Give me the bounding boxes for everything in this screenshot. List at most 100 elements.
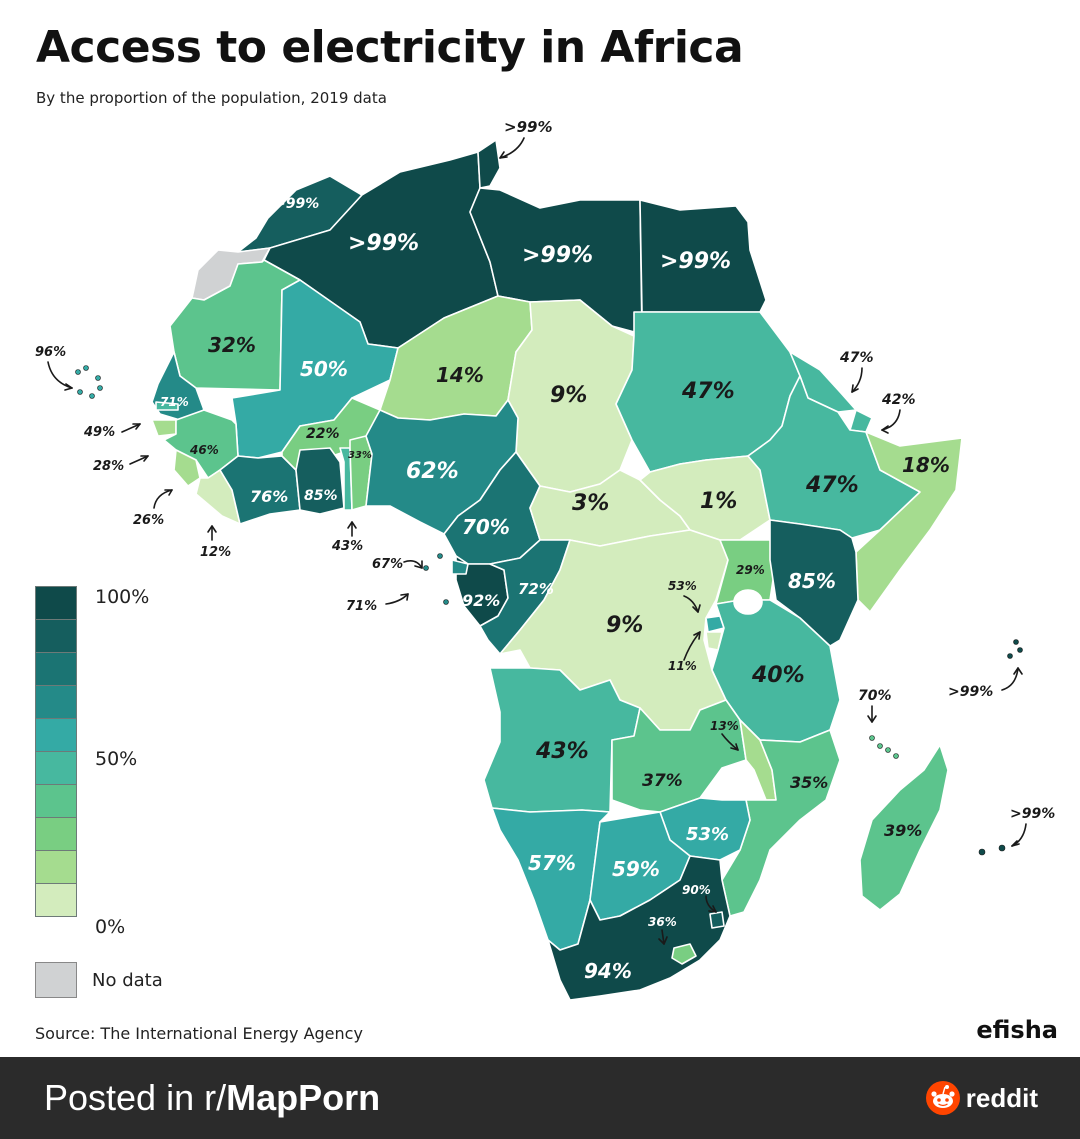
label-madagascar: 39% (884, 821, 922, 840)
label-djibouti: 42% (881, 392, 916, 408)
reddit-brand[interactable]: reddit (925, 1081, 1038, 1115)
country-zambia (611, 699, 747, 813)
legend-swatch (35, 817, 77, 851)
no-data-label: No data (92, 969, 163, 991)
label-drc: 9% (606, 613, 643, 638)
subreddit-name[interactable]: MapPorn (226, 1077, 381, 1118)
label-rwanda: 53% (668, 579, 697, 593)
label-guinea-bissau: 28% (93, 459, 124, 474)
country-eswatini (709, 911, 725, 929)
legend-label-50: 50% (95, 748, 138, 770)
label-malawi: 13% (710, 719, 739, 733)
posted-prefix: Posted in r/ (44, 1077, 227, 1118)
comoros-islands (869, 735, 899, 759)
label-mauritius: >99% (1010, 806, 1055, 822)
label-burkina-faso: 22% (306, 426, 340, 442)
label-uganda: 29% (736, 563, 765, 577)
value-labels: >99% >99% >99% >99% >99% 32% 50% 14% 9% … (35, 118, 1055, 983)
color-legend: 100% 50% 0% (35, 586, 149, 938)
label-chad: 9% (550, 383, 587, 408)
label-mozambique: 35% (790, 773, 828, 792)
cabo-verde-islands (75, 365, 103, 399)
label-burundi: 11% (668, 659, 697, 673)
label-togo: 43% (331, 539, 363, 554)
label-car: 3% (572, 491, 609, 516)
country-djibouti (849, 409, 873, 433)
label-ghana: 85% (304, 488, 338, 504)
label-lesotho: 36% (648, 915, 677, 929)
label-mali: 50% (300, 357, 348, 381)
label-congo: 72% (518, 580, 554, 598)
label-cabo-verde: 96% (35, 345, 66, 360)
label-algeria: >99% (348, 231, 419, 256)
label-senegal: 71% (160, 395, 189, 409)
legend-swatch (35, 850, 77, 884)
label-south-africa: 94% (584, 959, 632, 983)
country-gambia (155, 401, 179, 411)
posted-in-text: Posted in r/MapPorn (44, 1077, 380, 1119)
legend-label-0: 0% (95, 916, 126, 938)
label-sudan: 47% (681, 379, 735, 404)
label-morocco: >99% (274, 196, 319, 212)
country-ghana (295, 447, 345, 515)
legend-swatch (35, 751, 77, 785)
label-tanzania: 40% (751, 663, 805, 688)
country-togo (339, 447, 353, 511)
label-liberia: 12% (200, 545, 231, 560)
label-kenya: 85% (788, 569, 836, 593)
reddit-footer: Posted in r/MapPorn reddit (0, 1057, 1080, 1139)
label-somalia: 18% (902, 453, 950, 477)
legend-swatch (35, 883, 77, 917)
legend-swatch (35, 718, 77, 752)
legend-swatch (35, 586, 77, 620)
country-lesotho (671, 943, 697, 965)
map-title: Access to electricity in Africa (36, 22, 744, 73)
no-data-swatch (35, 962, 77, 998)
label-niger: 14% (436, 363, 484, 387)
country-sierra-leone (173, 449, 201, 487)
map-subtitle: By the proportion of the population, 201… (36, 89, 387, 107)
legend-swatch (35, 652, 77, 686)
label-guinea: 46% (189, 443, 219, 457)
legend-swatches (35, 586, 77, 917)
legend-label-100: 100% (95, 586, 150, 608)
label-eswatini: 90% (682, 883, 711, 897)
lake-victoria (733, 589, 763, 615)
label-mauritania: 32% (208, 333, 256, 357)
label-eritrea: 47% (839, 350, 874, 366)
label-tunisia: >99% (504, 118, 552, 136)
label-benin: 33% (348, 450, 372, 461)
mauritius-islands (978, 844, 1006, 856)
label-zambia: 37% (642, 771, 683, 791)
label-namibia: 57% (528, 851, 576, 875)
country-somalia (855, 431, 963, 613)
label-ethiopia: 47% (805, 473, 859, 498)
label-libya: >99% (522, 243, 593, 268)
legend-swatch (35, 784, 77, 818)
label-egypt: >99% (660, 249, 731, 274)
reddit-label: reddit (965, 1082, 1038, 1113)
source-note: Source: The International Energy Agency (35, 1024, 363, 1043)
country-kenya (769, 519, 859, 647)
label-cameroon: 70% (462, 515, 510, 539)
label-gabon: 92% (462, 591, 500, 610)
label-zimbabwe: 53% (686, 824, 729, 845)
seychelles-islands (1007, 639, 1023, 659)
africa-map: >99% >99% >99% >99% >99% 32% 50% 14% 9% … (35, 118, 1055, 1001)
label-gambia: 49% (83, 425, 115, 440)
brand-logo: efisha (976, 1016, 1058, 1044)
leader-arrows (47, 137, 1027, 945)
label-sao-tome: 67% (372, 557, 403, 572)
legend-swatch (35, 619, 77, 653)
label-comoros: 70% (858, 688, 892, 704)
country-tunisia (477, 139, 501, 189)
country-madagascar (859, 744, 949, 911)
label-nigeria: 62% (406, 459, 459, 484)
country-south-africa (547, 855, 731, 1001)
label-botswana: 59% (612, 857, 660, 881)
sao-tome-islands (423, 553, 443, 571)
reddit-alien-icon (925, 1081, 960, 1115)
label-south-sudan: 1% (700, 489, 737, 514)
eq-guinea-bioko (443, 599, 449, 605)
legend-no-data: No data (35, 962, 163, 998)
